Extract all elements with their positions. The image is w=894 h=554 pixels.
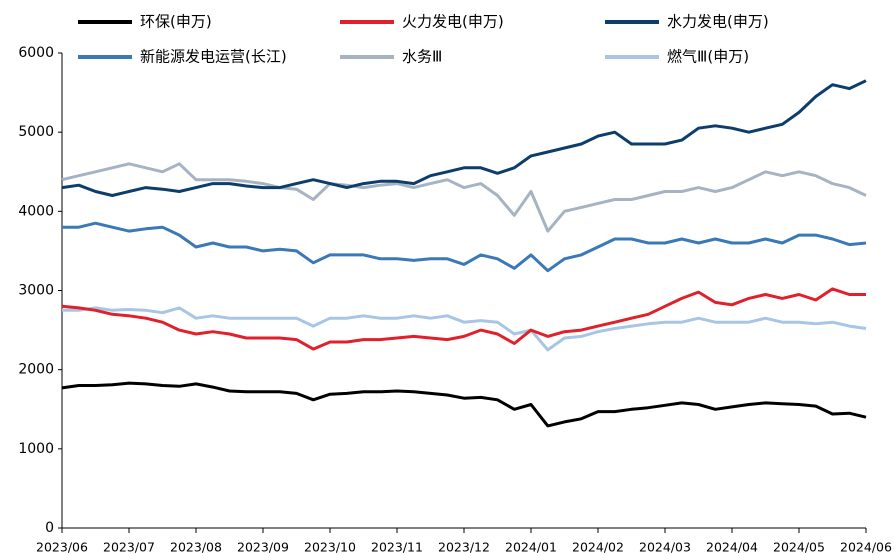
series-line [61, 287, 866, 351]
x-tick-label: 2024/06 [840, 540, 892, 554]
x-tick-label: 2024/02 [572, 540, 624, 554]
x-tick-label: 2024/01 [505, 540, 557, 554]
series-line [61, 79, 867, 197]
x-tick-label: 2023/07 [103, 540, 155, 554]
x-tick-label: 2024/05 [773, 540, 825, 554]
x-tick-label: 2024/03 [639, 540, 691, 554]
y-tick-label: 1000 [18, 441, 54, 457]
legend-label: 环保(申万) [140, 13, 212, 31]
x-tick-label: 2023/11 [371, 540, 423, 554]
y-tick-label: 2000 [18, 362, 54, 378]
series-line [62, 221, 867, 273]
legend-label: 火力发电(申万) [402, 13, 504, 31]
y-tick-label: 6000 [18, 45, 54, 61]
legend-label: 水力发电(申万) [667, 13, 769, 31]
y-tick-label: 4000 [18, 203, 54, 219]
y-tick-label: 3000 [18, 283, 54, 299]
x-tick-label: 2023/09 [237, 540, 289, 554]
legend-label: 燃气Ⅲ(申万) [667, 48, 749, 66]
series-line [61, 162, 867, 233]
y-tick-label: 5000 [18, 124, 54, 140]
legend-label: 水务Ⅲ [402, 48, 442, 66]
x-tick-label: 2023/10 [304, 540, 356, 554]
legend-label: 新能源发电运营(长江) [140, 48, 287, 66]
series-line [62, 306, 867, 352]
x-tick-label: 2024/04 [706, 540, 758, 554]
x-tick-label: 2023/12 [438, 540, 490, 554]
series-line [61, 381, 867, 428]
y-tick-label: 0 [45, 520, 54, 536]
x-tick-label: 2023/06 [36, 540, 88, 554]
x-tick-label: 2023/08 [170, 540, 222, 554]
